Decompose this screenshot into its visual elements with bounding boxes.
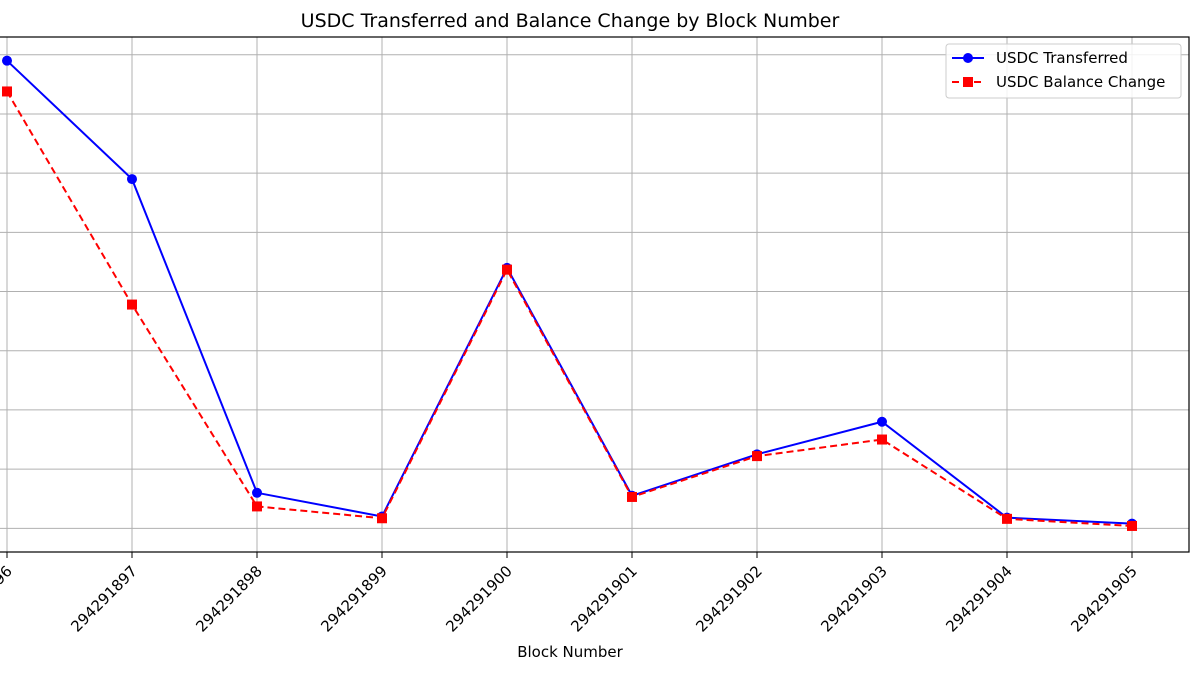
data-point [877,434,887,445]
legend-label: USDC Transferred [996,49,1128,67]
chart-title: USDC Transferred and Balance Change by B… [301,10,840,32]
legend-item: USDC Balance Change [952,73,1165,91]
x-tick-label: 294291899 [317,562,390,635]
legend-label: USDC Balance Change [996,73,1165,91]
data-point [252,487,262,498]
x-tick-label: 294291904 [942,562,1015,635]
legend-marker [963,53,973,63]
data-point [2,55,12,66]
x-axis-label: Block Number [517,643,623,661]
data-point [127,174,137,185]
data-point [1002,513,1012,524]
x-tick-label: 294291897 [67,562,140,635]
data-point [2,86,12,97]
x-tick-label: 294291902 [692,562,765,635]
data-point [502,264,512,275]
data-point [877,416,887,427]
series-line [6,59,1133,525]
legend: USDC Transferred USDC Balance Change [945,43,1182,99]
data-point [377,513,387,524]
data-point [1127,520,1137,531]
series-layer [2,55,1137,531]
data-point [627,491,637,502]
x-tick-label: 294291898 [192,562,265,635]
plot-frame [0,36,1190,553]
legend-marker [963,77,973,87]
series-usdc-transferred [2,55,1137,529]
legend-items: USDC Transferred USDC Balance Change [952,49,1165,91]
data-point [127,299,137,310]
x-tick-label: 294291900 [442,562,515,635]
x-tick-label: 294291903 [817,562,890,635]
x-tick-layer: 294291896 294291897 294291898 294291899 2942… [0,552,1141,636]
data-point [752,451,762,462]
grid-layer [0,37,1189,552]
data-point [252,501,262,512]
legend-item: USDC Transferred [952,49,1128,67]
x-tick-label: 294291901 [567,562,640,635]
x-tick-label: 294291896 [0,562,16,635]
legend-box [945,43,1182,99]
series-line [6,90,1133,527]
x-tick-label: 294291905 [1067,562,1140,635]
series-usdc-balance-change [2,86,1137,531]
